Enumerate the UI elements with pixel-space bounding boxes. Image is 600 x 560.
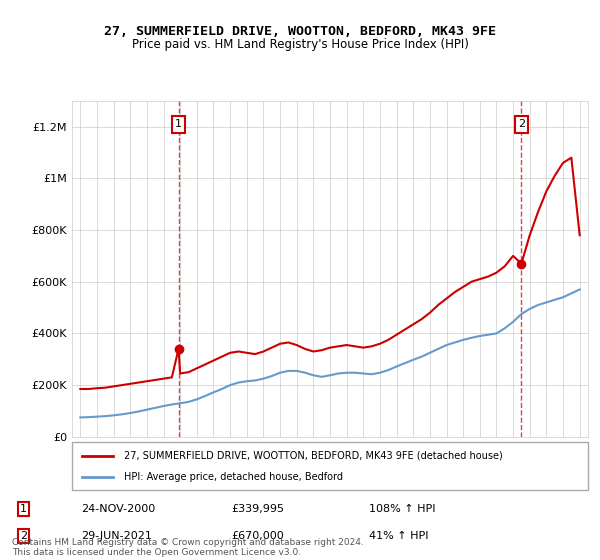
Text: 2: 2 <box>20 531 27 541</box>
Text: 24-NOV-2000: 24-NOV-2000 <box>81 504 155 514</box>
Text: 1: 1 <box>20 504 27 514</box>
Text: Contains HM Land Registry data © Crown copyright and database right 2024.
This d: Contains HM Land Registry data © Crown c… <box>12 538 364 557</box>
Text: 27, SUMMERFIELD DRIVE, WOOTTON, BEDFORD, MK43 9FE (detached house): 27, SUMMERFIELD DRIVE, WOOTTON, BEDFORD,… <box>124 451 502 461</box>
Text: £670,000: £670,000 <box>231 531 284 541</box>
Text: 41% ↑ HPI: 41% ↑ HPI <box>369 531 428 541</box>
Text: 2: 2 <box>518 119 525 129</box>
Text: 1: 1 <box>175 119 182 129</box>
Text: 29-JUN-2021: 29-JUN-2021 <box>81 531 152 541</box>
FancyBboxPatch shape <box>72 442 588 490</box>
Text: £339,995: £339,995 <box>231 504 284 514</box>
Text: HPI: Average price, detached house, Bedford: HPI: Average price, detached house, Bedf… <box>124 472 343 482</box>
Text: 108% ↑ HPI: 108% ↑ HPI <box>369 504 436 514</box>
Text: 27, SUMMERFIELD DRIVE, WOOTTON, BEDFORD, MK43 9FE: 27, SUMMERFIELD DRIVE, WOOTTON, BEDFORD,… <box>104 25 496 38</box>
Text: Price paid vs. HM Land Registry's House Price Index (HPI): Price paid vs. HM Land Registry's House … <box>131 38 469 51</box>
